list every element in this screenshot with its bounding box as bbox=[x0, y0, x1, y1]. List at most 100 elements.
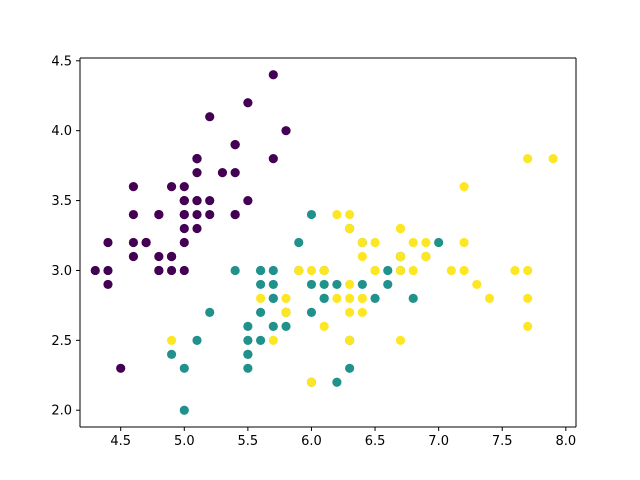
data-point bbox=[357, 251, 367, 262]
data-point bbox=[268, 335, 278, 345]
data-point bbox=[306, 279, 317, 290]
data-point bbox=[230, 140, 240, 150]
data-point bbox=[243, 321, 253, 331]
data-point bbox=[179, 195, 189, 206]
data-point bbox=[319, 279, 329, 290]
data-point bbox=[103, 265, 113, 276]
data-point bbox=[103, 279, 113, 290]
data-point bbox=[370, 237, 380, 248]
data-point bbox=[306, 307, 317, 317]
x-tick-label: 5.5 bbox=[238, 434, 259, 449]
x-tick-label: 6.0 bbox=[301, 434, 322, 449]
data-point bbox=[192, 195, 202, 206]
data-point bbox=[281, 126, 291, 136]
x-tick-label: 8.0 bbox=[555, 434, 576, 449]
data-point bbox=[154, 265, 164, 276]
data-point bbox=[306, 209, 317, 220]
data-point bbox=[370, 265, 380, 276]
data-point bbox=[459, 181, 469, 192]
data-point bbox=[357, 307, 367, 317]
data-point bbox=[523, 265, 533, 276]
data-point bbox=[510, 265, 520, 276]
data-point bbox=[268, 279, 278, 290]
data-point bbox=[281, 321, 291, 331]
data-point bbox=[484, 293, 495, 304]
y-tick-label: 4.0 bbox=[51, 124, 72, 139]
data-point bbox=[319, 265, 329, 276]
data-point bbox=[205, 209, 215, 220]
x-tick-label: 7.0 bbox=[428, 434, 449, 449]
data-point bbox=[345, 335, 355, 345]
data-point bbox=[459, 265, 469, 276]
data-point bbox=[294, 265, 304, 276]
data-point bbox=[179, 265, 189, 276]
data-point bbox=[268, 154, 278, 164]
data-point bbox=[281, 293, 291, 304]
data-point bbox=[306, 377, 317, 387]
data-point bbox=[243, 98, 253, 108]
data-point bbox=[332, 279, 342, 290]
data-point bbox=[243, 349, 253, 359]
data-point bbox=[166, 265, 177, 276]
data-point bbox=[141, 237, 151, 248]
data-point bbox=[205, 307, 215, 317]
data-point bbox=[268, 321, 278, 331]
data-point bbox=[332, 293, 342, 304]
y-tick-label: 3.5 bbox=[51, 194, 72, 209]
data-point bbox=[345, 209, 355, 220]
data-point bbox=[319, 293, 329, 304]
data-point bbox=[166, 349, 177, 359]
data-point bbox=[395, 265, 406, 276]
data-point bbox=[395, 335, 406, 345]
data-point bbox=[395, 223, 406, 234]
data-point bbox=[179, 405, 189, 415]
data-point bbox=[154, 209, 164, 220]
data-point bbox=[255, 307, 266, 317]
data-point bbox=[446, 265, 456, 276]
x-tick-label: 4.5 bbox=[110, 434, 131, 449]
data-point bbox=[472, 279, 482, 290]
data-point bbox=[523, 321, 533, 331]
data-point bbox=[103, 237, 113, 248]
data-point bbox=[192, 154, 202, 164]
data-point bbox=[395, 251, 406, 262]
data-point bbox=[383, 279, 393, 290]
data-point bbox=[345, 307, 355, 317]
data-point bbox=[345, 223, 355, 234]
data-point bbox=[268, 70, 278, 80]
data-point bbox=[116, 363, 126, 373]
data-point bbox=[217, 168, 228, 178]
data-point bbox=[205, 112, 215, 122]
data-point bbox=[179, 181, 189, 192]
data-point bbox=[319, 321, 329, 331]
data-point bbox=[268, 293, 278, 304]
y-tick-label: 4.5 bbox=[51, 54, 72, 69]
data-point bbox=[243, 195, 253, 206]
data-point bbox=[357, 279, 367, 290]
data-point bbox=[408, 265, 418, 276]
data-points bbox=[90, 70, 558, 415]
data-point bbox=[370, 293, 380, 304]
data-point bbox=[179, 237, 189, 248]
data-point bbox=[281, 307, 291, 317]
data-point bbox=[421, 251, 431, 262]
data-point bbox=[255, 279, 266, 290]
x-axis-ticks: 4.5 5.0 5.5 6.0 6.5 7.0 7.5 8.0 bbox=[110, 427, 576, 449]
data-point bbox=[90, 265, 100, 276]
data-point bbox=[154, 251, 164, 262]
data-point bbox=[128, 181, 139, 192]
data-point bbox=[166, 251, 177, 262]
data-point bbox=[332, 377, 342, 387]
data-point bbox=[357, 237, 367, 248]
data-point bbox=[192, 168, 202, 178]
x-tick-label: 5.0 bbox=[174, 434, 195, 449]
data-point bbox=[192, 209, 202, 220]
data-point bbox=[192, 223, 202, 234]
data-point bbox=[230, 168, 240, 178]
data-point bbox=[230, 265, 240, 276]
data-point bbox=[255, 265, 266, 276]
data-point bbox=[268, 265, 278, 276]
data-point bbox=[179, 209, 189, 220]
data-point bbox=[230, 209, 240, 220]
data-point bbox=[345, 363, 355, 373]
